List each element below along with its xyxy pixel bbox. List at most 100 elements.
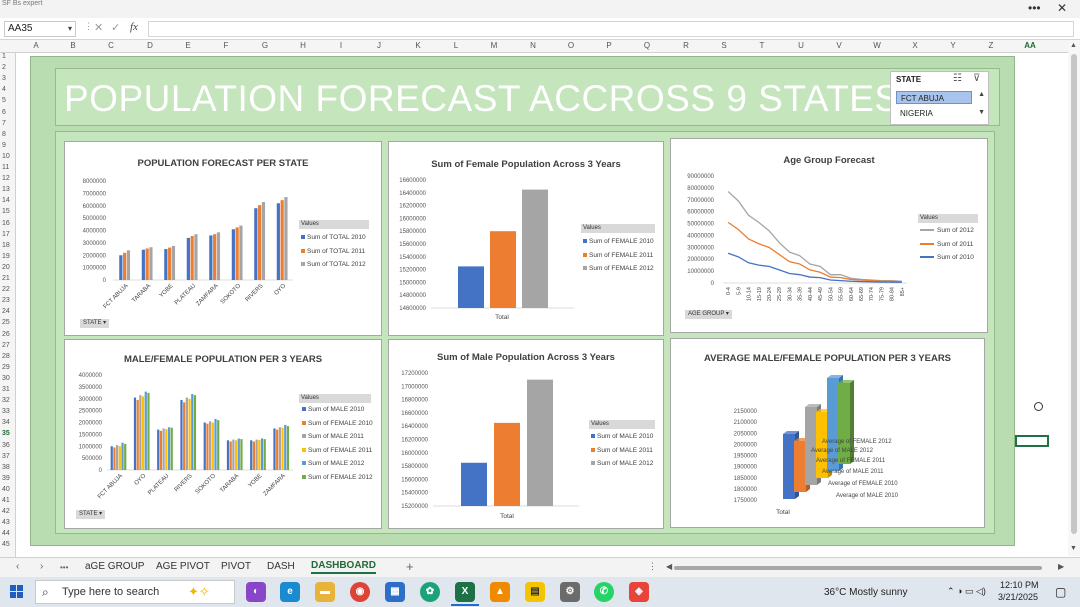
chart-average-male-female[interactable]: AVERAGE MALE/FEMALE POPULATION PER 3 YEA… bbox=[670, 338, 985, 528]
row-header[interactable]: 7 bbox=[2, 119, 6, 127]
row-header[interactable]: 21 bbox=[2, 275, 10, 282]
whatsapp-icon[interactable]: ✆ bbox=[594, 582, 614, 602]
column-header[interactable]: Q bbox=[643, 41, 651, 50]
scroll-right-icon[interactable]: ▶ bbox=[1058, 562, 1065, 571]
row-header[interactable]: 13 bbox=[2, 186, 10, 194]
column-header[interactable]: L bbox=[453, 41, 459, 50]
scroll-thumb[interactable] bbox=[1071, 54, 1077, 534]
add-sheet-icon[interactable]: + bbox=[406, 559, 414, 574]
clock-date[interactable]: 3/21/2025 bbox=[998, 592, 1039, 602]
settings-icon[interactable]: ⚙ bbox=[560, 582, 580, 602]
scroll-thumb[interactable] bbox=[674, 566, 1042, 570]
column-header[interactable]: X bbox=[912, 41, 918, 50]
slicer-item-fct-abuja[interactable]: FCT ABUJA bbox=[896, 91, 972, 104]
more-sheets-icon[interactable]: ••• bbox=[60, 563, 69, 572]
tab-dashboard[interactable]: DASHBOARD bbox=[311, 560, 376, 574]
column-header[interactable]: J bbox=[377, 41, 381, 50]
row-header[interactable]: 2 bbox=[2, 64, 6, 72]
row-header[interactable]: 45 bbox=[2, 541, 10, 549]
scroll-up-icon[interactable]: ▲ bbox=[1070, 42, 1077, 49]
tab-dash[interactable]: DASH bbox=[267, 561, 295, 572]
column-header[interactable]: H bbox=[300, 41, 306, 50]
column-header[interactable]: O bbox=[567, 41, 575, 50]
tab-pivot[interactable]: PIVOT bbox=[221, 561, 252, 572]
row-header[interactable]: 5 bbox=[2, 97, 6, 105]
kebab-icon[interactable]: ⋮ bbox=[648, 561, 657, 571]
slicer-scroll-down-icon[interactable]: ▼ bbox=[978, 109, 985, 116]
clear-filter-icon[interactable]: ⊽ bbox=[973, 73, 981, 84]
chart-age-group-forecast[interactable]: Age Group Forecast 90000000 80000000 70000… bbox=[670, 138, 988, 333]
chrome-icon[interactable]: ◉ bbox=[350, 582, 370, 602]
weather[interactable]: 36°C Mostly sunny bbox=[824, 587, 908, 598]
row-header[interactable]: 6 bbox=[2, 108, 6, 116]
row-header[interactable]: 9 bbox=[2, 141, 6, 149]
column-header[interactable]: AA bbox=[1024, 41, 1036, 50]
vlc-icon[interactable]: ▲ bbox=[490, 582, 510, 602]
row-header[interactable]: 4 bbox=[2, 86, 6, 94]
row-header[interactable]: 3 bbox=[2, 75, 6, 83]
prev-sheet-icon[interactable]: ‹ bbox=[16, 561, 20, 572]
column-header[interactable]: P bbox=[606, 41, 612, 50]
chart-population-per-state[interactable]: POPULATION FORECAST PER STATE 8000000 700… bbox=[64, 141, 382, 336]
vertical-scrollbar[interactable]: ▲ ▼ bbox=[1068, 40, 1080, 556]
row-header[interactable]: 26 bbox=[2, 330, 10, 338]
column-header[interactable]: G bbox=[261, 41, 269, 50]
column-header[interactable]: B bbox=[70, 41, 76, 50]
tray-icons[interactable]: ⌃ ◑ ▭ ◁) bbox=[947, 586, 986, 596]
row-header[interactable]: 44 bbox=[2, 530, 10, 538]
row-header[interactable]: 18 bbox=[2, 241, 10, 249]
row-header[interactable]: 10 bbox=[2, 152, 10, 160]
row-header[interactable]: 22 bbox=[2, 286, 10, 294]
row-header[interactable]: 23 bbox=[2, 297, 10, 305]
row-header[interactable]: 38 bbox=[2, 463, 10, 471]
excel-icon[interactable]: X bbox=[455, 582, 475, 602]
enter-icon[interactable]: ✓ bbox=[111, 22, 121, 34]
column-header[interactable]: A bbox=[33, 41, 39, 50]
column-header[interactable]: M bbox=[490, 41, 498, 50]
row-header[interactable]: 8 bbox=[2, 130, 6, 138]
row-header[interactable]: 20 bbox=[2, 263, 10, 271]
column-header[interactable]: Z bbox=[988, 41, 994, 50]
close-icon[interactable]: ✕ bbox=[1057, 1, 1068, 15]
row-header[interactable]: 36 bbox=[2, 441, 10, 449]
row-header[interactable]: 37 bbox=[2, 452, 10, 460]
row-header[interactable]: 31 bbox=[2, 386, 10, 393]
row-header[interactable]: 12 bbox=[2, 175, 10, 183]
windows-start-icon[interactable] bbox=[10, 585, 24, 599]
column-header[interactable]: U bbox=[798, 41, 804, 50]
row-header[interactable]: 11 bbox=[2, 164, 10, 171]
scroll-down-icon[interactable]: ▼ bbox=[1070, 545, 1077, 552]
column-header[interactable]: D bbox=[147, 41, 153, 50]
state-filter-button[interactable]: STATE ▾ bbox=[76, 510, 106, 519]
column-header[interactable]: R bbox=[683, 41, 689, 50]
row-header[interactable]: 28 bbox=[2, 352, 10, 360]
row-header[interactable]: 25 bbox=[2, 319, 10, 327]
function-icon[interactable]: fx bbox=[130, 21, 138, 33]
horizontal-scrollbar[interactable]: ◀ ▶ bbox=[666, 562, 1066, 572]
tab-age-group[interactable]: aGE GROUP bbox=[85, 561, 145, 572]
row-header[interactable]: 43 bbox=[2, 519, 10, 527]
row-header[interactable]: 33 bbox=[2, 408, 10, 416]
app-icon[interactable]: ✿ bbox=[420, 582, 440, 602]
formula-input[interactable] bbox=[148, 21, 1074, 37]
active-cell[interactable] bbox=[1015, 435, 1049, 447]
row-header[interactable]: 30 bbox=[2, 374, 10, 382]
column-header[interactable]: C bbox=[108, 41, 114, 50]
sticky-notes-icon[interactable]: ▤ bbox=[525, 582, 545, 602]
row-header[interactable]: 41 bbox=[2, 497, 10, 504]
clock-time[interactable]: 12:10 PM bbox=[1000, 580, 1039, 590]
next-sheet-icon[interactable]: › bbox=[40, 561, 44, 572]
state-filter-button[interactable]: STATE ▾ bbox=[80, 319, 110, 328]
chart-male-population[interactable]: Sum of Male Population Across 3 Years 17… bbox=[388, 339, 664, 529]
chevron-down-icon[interactable]: ▾ bbox=[67, 24, 72, 33]
row-header[interactable]: 14 bbox=[2, 197, 10, 205]
slicer-item-nigeria[interactable]: NIGERIA bbox=[900, 109, 933, 118]
row-header[interactable]: 34 bbox=[2, 419, 10, 427]
column-header[interactable]: K bbox=[415, 41, 421, 50]
copilot-icon[interactable]: ◐ bbox=[246, 582, 266, 602]
notifications-icon[interactable]: ▢ bbox=[1055, 585, 1067, 599]
chart-female-population[interactable]: Sum of Female Population Across 3 Years … bbox=[388, 141, 664, 336]
slicer-scroll-up-icon[interactable]: ▲ bbox=[978, 91, 985, 98]
row-header[interactable]: 39 bbox=[2, 474, 10, 482]
column-header[interactable]: Y bbox=[950, 41, 956, 50]
